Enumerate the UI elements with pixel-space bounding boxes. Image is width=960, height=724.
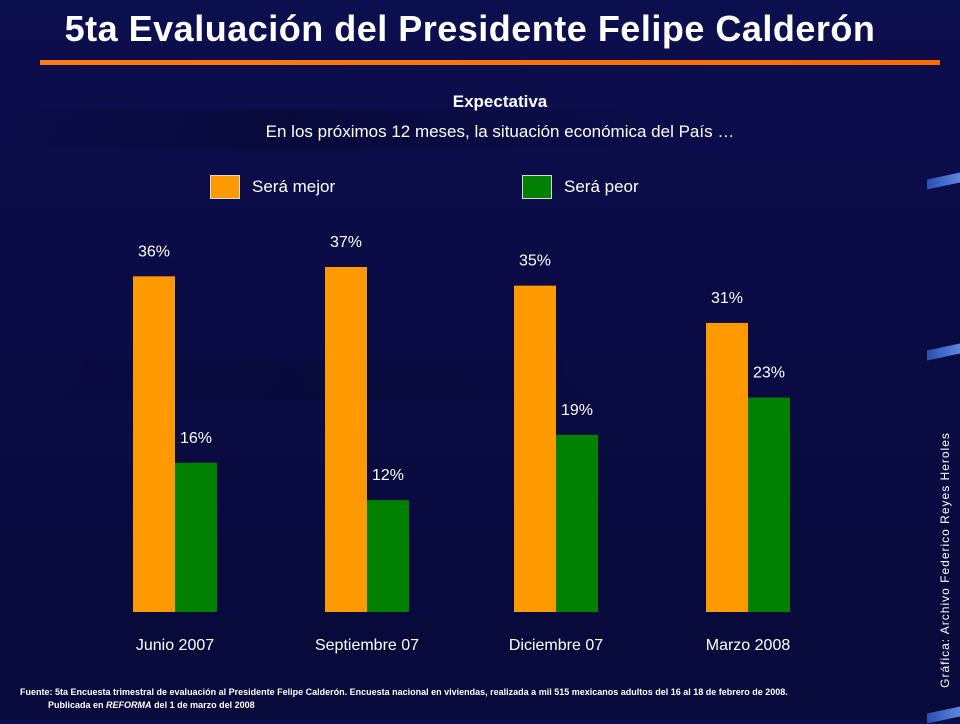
legend-label-mejor: Será mejor [252, 177, 336, 196]
bar-ser-peor-septiembre-07 [367, 500, 409, 612]
source-published-prefix: Publicada en [48, 700, 104, 710]
photo-credit: Gráfica: Archivo Federico Reyes Heroles [938, 432, 952, 688]
data-label-ser-mejor-junio-2007: 36% [138, 243, 170, 260]
data-label-ser-mejor-septiembre-07: 37% [330, 234, 362, 251]
bar-ser-peor-diciembre-07 [556, 434, 598, 612]
source-note: Fuente: 5ta Encuesta trimestral de evalu… [20, 686, 788, 712]
legend-swatch-peor [522, 175, 552, 199]
x-tick-label-junio-2007: Junio 2007 [136, 637, 214, 654]
bar-ser-peor-junio-2007 [175, 462, 217, 612]
data-label-ser-peor-marzo-2008: 23% [753, 365, 785, 382]
x-tick-label-marzo-2008: Marzo 2008 [706, 637, 791, 654]
title-underline [40, 60, 940, 65]
page-title: 5ta Evaluación del Presidente Felipe Cal… [64, 8, 876, 49]
legend-label-peor: Será peor [564, 177, 639, 196]
bar-ser-mejor-diciembre-07 [514, 285, 556, 612]
source-line-2: Publicada en REFORMA del 1 de marzo del … [20, 699, 788, 712]
legend-item-peor: Será peor [522, 175, 639, 199]
bar-ser-peor-marzo-2008 [748, 397, 790, 612]
legend-swatch-mejor [210, 175, 240, 199]
bar-ser-mejor-junio-2007 [133, 276, 175, 612]
data-label-ser-peor-diciembre-07: 19% [561, 402, 593, 419]
x-tick-label-septiembre-07: Septiembre 07 [315, 637, 419, 654]
source-line-1: Fuente: 5ta Encuesta trimestral de evalu… [20, 687, 788, 697]
bar-ser-mejor-marzo-2008 [706, 322, 748, 612]
x-tick-label-diciembre-07: Diciembre 07 [509, 637, 603, 654]
data-label-ser-peor-junio-2007: 16% [180, 430, 212, 447]
chart-subtitle: Expectativa [452, 92, 548, 111]
data-label-ser-mejor-marzo-2008: 31% [711, 290, 743, 307]
source-publication: REFORMA [106, 700, 152, 710]
survey-question: En los próximos 12 meses, la situación e… [265, 122, 735, 141]
data-label-ser-peor-septiembre-07: 12% [372, 467, 404, 484]
bar-ser-mejor-septiembre-07 [325, 267, 367, 612]
source-published-date: del 1 de marzo del 2008 [154, 700, 255, 710]
legend-item-mejor: Será mejor [210, 175, 335, 199]
data-label-ser-mejor-diciembre-07: 35% [519, 253, 551, 270]
